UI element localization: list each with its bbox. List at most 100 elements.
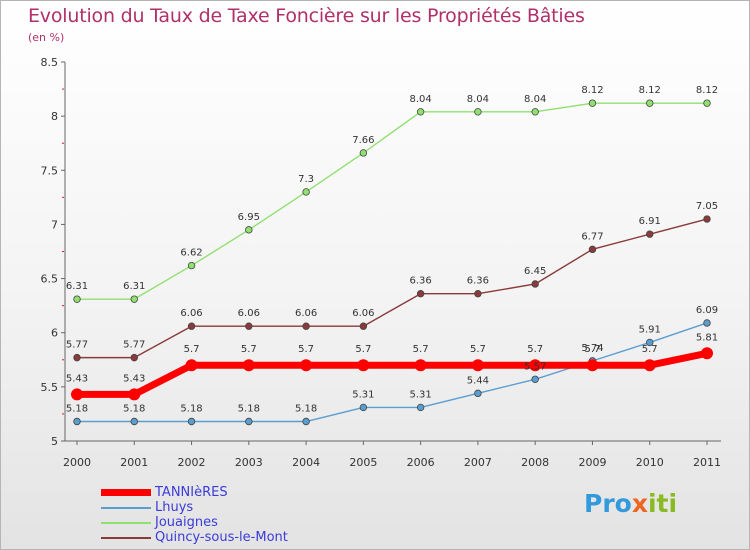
series-point: [646, 230, 654, 238]
legend-label: Quincy-sous-le-Mont: [155, 530, 288, 545]
data-label: 6.91: [639, 216, 661, 227]
logo-part: Pro: [584, 489, 632, 518]
x-tick-label: 2006: [407, 456, 435, 469]
data-label: 6.36: [467, 276, 489, 287]
x-tick-label: 2003: [235, 456, 263, 469]
y-tick-label: 5: [51, 435, 58, 448]
data-label: 8.04: [410, 94, 432, 105]
series-point: [588, 99, 597, 107]
series-point: [359, 322, 368, 330]
data-label: 6.09: [696, 305, 718, 316]
y-tick-label: 8: [51, 110, 58, 123]
data-label: 5.7: [298, 344, 314, 355]
series-point: [474, 108, 482, 116]
series-line: [77, 102, 707, 300]
data-label: 5.43: [123, 373, 145, 384]
data-label: 8.12: [639, 85, 661, 96]
series-point: [531, 108, 539, 116]
series-line: [77, 218, 708, 359]
x-tick-label: 2000: [63, 456, 91, 469]
series-point: [187, 322, 196, 330]
legend-swatch: [101, 506, 151, 509]
data-label: 5.31: [352, 389, 374, 400]
legend-item: Jouaignes: [101, 515, 288, 530]
chart-title: Evolution du Taux de Taxe Foncière sur l…: [28, 5, 585, 27]
legend-label: Lhuys: [155, 500, 194, 515]
x-tick-label: 2001: [120, 456, 148, 469]
data-label: 5.91: [639, 324, 661, 335]
series-point: [245, 226, 253, 234]
series-point: [73, 353, 81, 362]
legend-item: Lhuys: [101, 500, 288, 515]
data-label: 5.44: [467, 375, 489, 386]
series-point: [187, 261, 196, 270]
data-label: 8.04: [524, 94, 546, 105]
x-tick-label: 2005: [349, 456, 377, 469]
data-label: 5.7: [585, 344, 601, 355]
chart-subtitle: (en %): [28, 31, 65, 44]
data-label: 5.18: [295, 404, 317, 415]
y-tick-label: 7: [51, 218, 58, 231]
series-point: [474, 389, 482, 398]
data-label: 5.77: [123, 340, 145, 351]
data-label: 5.7: [355, 344, 371, 355]
data-label: 8.12: [581, 85, 603, 96]
series-point: [703, 319, 711, 327]
legend-swatch: [101, 521, 151, 524]
x-tick-label: 2002: [178, 456, 206, 469]
data-label: 5.18: [123, 404, 145, 415]
series-point: [73, 295, 81, 303]
series-point: [73, 417, 81, 426]
data-label: 6.77: [581, 231, 603, 242]
data-label: 5.18: [66, 404, 88, 415]
series-point: [703, 99, 711, 107]
data-label: 7.05: [696, 201, 718, 212]
series-point: [130, 295, 138, 303]
x-tick-label: 2008: [521, 456, 549, 469]
x-tick-label: 2010: [636, 456, 664, 469]
series-point: [187, 417, 196, 426]
series-point: [130, 353, 138, 362]
data-label: 6.06: [180, 308, 202, 319]
series-point: [245, 417, 253, 426]
data-label: 6.06: [238, 308, 260, 319]
data-label: 6.06: [352, 308, 374, 319]
y-tick-label: 6: [51, 327, 58, 340]
proxiti-logo: Proxiti: [584, 489, 677, 518]
data-label: 5.31: [410, 389, 432, 400]
y-tick-label: 6.5: [41, 273, 59, 286]
data-label: 6.45: [524, 266, 546, 277]
series-point: [128, 388, 141, 401]
data-label: 5.7: [413, 344, 429, 355]
series-point: [302, 188, 310, 196]
chart-data-labels: 5.43 5.43 5.7 5.7 5.7 5.7 5.7 5.7 5.7 5.7 5.7 5.81 5…: [66, 85, 718, 414]
data-label: 5.7: [184, 344, 200, 355]
series-point: [416, 108, 425, 116]
series-point: [242, 359, 255, 372]
legend-item: Quincy-sous-le-Mont: [101, 530, 288, 545]
x-tick-label: 2007: [464, 456, 492, 469]
series-point: [302, 322, 310, 330]
data-label: 7.3: [298, 174, 314, 185]
series-point: [646, 338, 654, 347]
legend-swatch: [101, 489, 151, 496]
series-point: [414, 359, 427, 372]
series-point: [71, 388, 83, 401]
series-point: [359, 403, 368, 412]
y-tick-label: 8.5: [41, 56, 59, 69]
chart-legend: TANNIèRES Lhuys Jouaignes Quincy-sous-le-Mo…: [101, 485, 288, 545]
series-point: [588, 245, 597, 254]
legend-item: TANNIèRES: [101, 485, 288, 500]
data-label: 6.36: [410, 276, 432, 287]
series-point: [531, 280, 539, 288]
series-point: [416, 403, 425, 412]
data-label: 5.81: [696, 332, 718, 343]
series-point: [357, 359, 370, 372]
data-label: 6.62: [180, 248, 202, 259]
data-label: 5.43: [66, 373, 88, 384]
data-label: 5.7: [241, 344, 257, 355]
series-point: [359, 149, 368, 157]
data-label: 5.7: [527, 344, 543, 355]
series-line: [77, 322, 708, 423]
